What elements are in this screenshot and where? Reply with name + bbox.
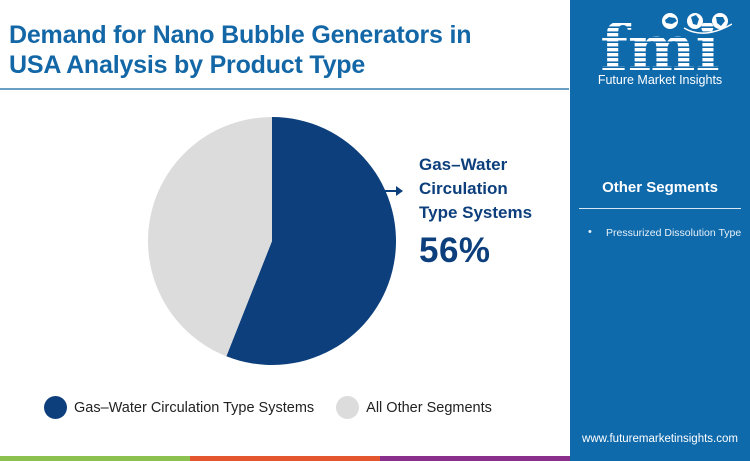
callout-label: Gas–Water Circulation Type Systems 56%: [419, 153, 532, 271]
legend-label: All Other Segments: [366, 399, 492, 416]
legend-swatch-circle-icon: [336, 396, 360, 419]
title-line-1: Demand for Nano Bubble Generators in: [9, 21, 472, 49]
legend-label: Gas–Water Circulation Type Systems: [74, 399, 315, 416]
website-link[interactable]: www.futuremarketinsights.com: [582, 433, 738, 445]
pie-slice-other[interactable]: [148, 117, 272, 357]
pie-chart: [148, 117, 396, 365]
title-line-2: USA Analysis by Product Type: [9, 51, 366, 79]
bar-segment-green: [0, 456, 190, 461]
other-segments-divider: [579, 208, 741, 209]
chart-legend: Gas–Water Circulation Type Systems All O…: [44, 396, 514, 419]
callout-line-3: Type Systems: [419, 203, 533, 222]
callout-line-2: Circulation: [419, 179, 508, 198]
page-title: Demand for Nano Bubble Generators in USA…: [9, 20, 569, 80]
fmi-logo-icon: fmi: [600, 11, 732, 78]
sidebar-panel: fmi Future Market Insights Other Segment…: [570, 0, 750, 461]
legend-swatch-circle-icon: [44, 396, 67, 419]
callout-percent: 56%: [419, 231, 491, 270]
legend-item-gas-water[interactable]: Gas–Water Circulation Type Systems: [44, 396, 314, 419]
title-divider: [0, 88, 569, 90]
legend-item-other[interactable]: All Other Segments: [336, 396, 492, 419]
bullet-icon: •: [588, 226, 592, 238]
bar-segment-orange: [190, 456, 380, 461]
other-segments-title: Other Segments: [602, 179, 718, 196]
segment-label: Pressurized Dissolution Type: [606, 227, 742, 239]
callout-arrow-icon: [382, 186, 403, 196]
bar-segment-purple: [380, 456, 570, 461]
callout-line-1: Gas–Water: [419, 155, 508, 174]
bottom-color-bar: [0, 456, 570, 461]
other-segments-list: • Pressurized Dissolution Type: [588, 226, 748, 241]
pie-slice-gas-water[interactable]: [226, 117, 396, 365]
list-item: • Pressurized Dissolution Type: [588, 226, 748, 241]
logo-subtitle: Future Market Insights: [597, 73, 723, 87]
